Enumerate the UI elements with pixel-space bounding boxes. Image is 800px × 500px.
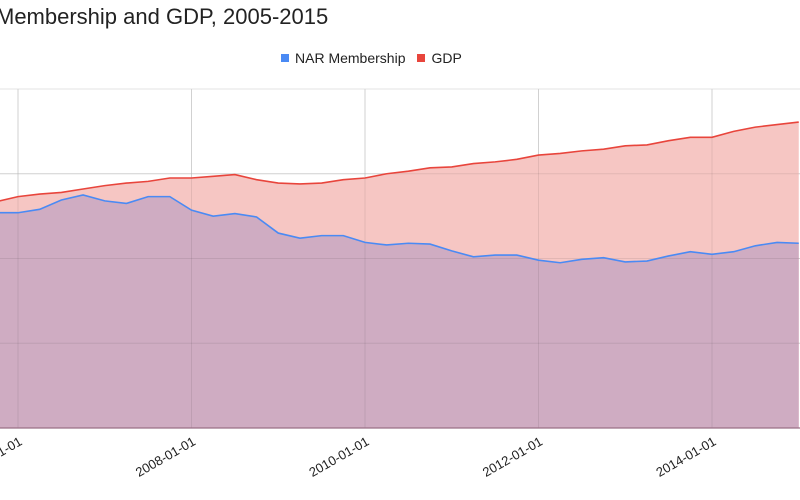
legend: NAR Membership GDP [281, 50, 474, 66]
x-tick-label: 2014-01-01 [653, 434, 718, 480]
legend-item-gdp[interactable]: GDP [417, 50, 462, 66]
x-tick-label: 2010-01-01 [306, 434, 371, 480]
legend-swatch-nar-membership [281, 54, 289, 62]
x-tick-label: 2012-01-01 [480, 434, 545, 480]
x-tick-label: 2008-01-01 [133, 434, 198, 480]
x-tick-label: 2006-01-01 [0, 434, 25, 480]
line-nar-membership [0, 194, 799, 264]
area-nar-membership [0, 194, 799, 428]
line-gdp [0, 121, 799, 202]
legend-swatch-gdp [417, 54, 426, 62]
legend-label-nar-membership: NAR Membership [295, 50, 406, 66]
legend-label-gdp: GDP [431, 50, 462, 66]
chart-title: Membership and GDP, 2005-2015 [0, 4, 329, 29]
legend-item-nar-membership[interactable]: NAR Membership [281, 50, 405, 66]
